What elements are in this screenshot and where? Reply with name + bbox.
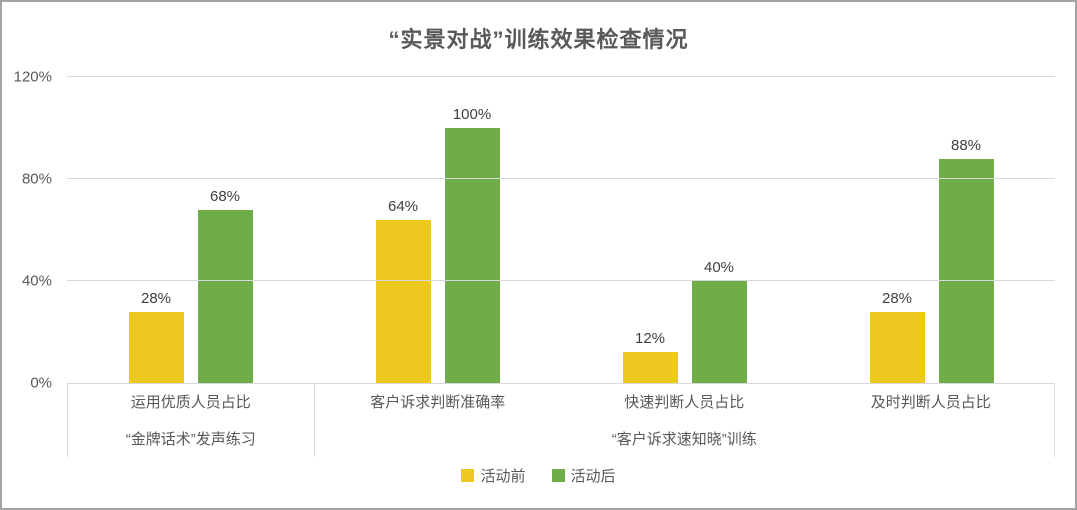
- data-label: 12%: [634, 330, 666, 348]
- category-axis: 运用优质人员占比 “金牌话术”发声练习 客户诉求判断准确率 快速判断人员占比 及…: [67, 383, 1055, 457]
- data-label: 64%: [387, 197, 419, 215]
- bar-活动前: [869, 311, 925, 383]
- bar-活动前: [622, 352, 678, 383]
- bar-with-label: 100%: [444, 77, 500, 383]
- axis-section-1: 运用优质人员占比 “金牌话术”发声练习: [68, 383, 315, 457]
- gridline: [67, 76, 1055, 77]
- data-label: 40%: [703, 259, 735, 276]
- bar-with-label: 12%: [622, 77, 678, 383]
- data-label: 100%: [452, 106, 492, 123]
- category-row: 客户诉求判断准确率 快速判断人员占比 及时判断人员占比: [315, 383, 1055, 420]
- group-label: “客户诉求速知晓”训练: [611, 431, 757, 448]
- legend-swatch-after: [551, 469, 565, 482]
- y-axis-tick: 80%: [21, 170, 52, 188]
- bar-with-label: 28%: [128, 77, 184, 383]
- plot-area: 28% 68% 64% 100% 12% 40% 28% 88%: [67, 76, 1055, 384]
- bar-group: 28% 88%: [808, 77, 1055, 383]
- data-label: 68%: [209, 187, 241, 205]
- chart-title: “实景对战”训练效果检查情况: [388, 27, 689, 52]
- bar-with-label: 28%: [869, 77, 925, 383]
- bar-with-label: 64%: [375, 77, 431, 383]
- bar-with-label: 88%: [938, 77, 994, 383]
- category-label: 快速判断人员占比: [624, 394, 745, 411]
- bar-with-label: 40%: [691, 77, 747, 383]
- bar-活动前: [375, 219, 431, 383]
- category-label: 及时判断人员占比: [870, 394, 991, 411]
- legend-label-before: 活动前: [480, 468, 526, 485]
- y-axis-tick: 120%: [13, 68, 52, 86]
- data-label: 28%: [881, 289, 913, 307]
- bar-group: 12% 40%: [561, 77, 808, 383]
- bar-with-label: 68%: [197, 77, 253, 383]
- y-axis-tick: 40%: [21, 272, 52, 290]
- gridline: [67, 280, 1055, 281]
- gridline: [67, 178, 1055, 179]
- category-row: 运用优质人员占比: [68, 383, 314, 420]
- bar-活动后: [691, 281, 747, 383]
- y-axis-tick: 0%: [30, 374, 52, 392]
- axis-section-2: 客户诉求判断准确率 快速判断人员占比 及时判断人员占比 “客户诉求速知晓”训练: [315, 383, 1055, 457]
- legend-label-after: 活动后: [570, 468, 616, 485]
- bar-活动后: [444, 128, 500, 383]
- bar-活动后: [197, 209, 253, 383]
- legend-item-after: 活动后: [551, 465, 616, 486]
- data-label: 88%: [950, 136, 982, 154]
- bar-group: 64% 100%: [314, 77, 561, 383]
- category-label: 客户诉求判断准确率: [370, 394, 506, 411]
- bar-活动前: [128, 311, 184, 383]
- y-axis: 0% 40% 80% 120%: [2, 70, 58, 391]
- legend-item-before: 活动前: [461, 465, 526, 486]
- bar-group: 28% 68%: [67, 77, 314, 383]
- bar-groups: 28% 68% 64% 100% 12% 40% 28% 88%: [67, 77, 1055, 383]
- bar-活动后: [938, 158, 994, 383]
- legend: 活动前 活动后: [2, 465, 1075, 486]
- legend-swatch-before: [461, 469, 475, 482]
- category-label: 运用优质人员占比: [130, 394, 251, 411]
- data-label: 28%: [140, 289, 172, 307]
- group-label: “金牌话术”发声练习: [125, 431, 256, 448]
